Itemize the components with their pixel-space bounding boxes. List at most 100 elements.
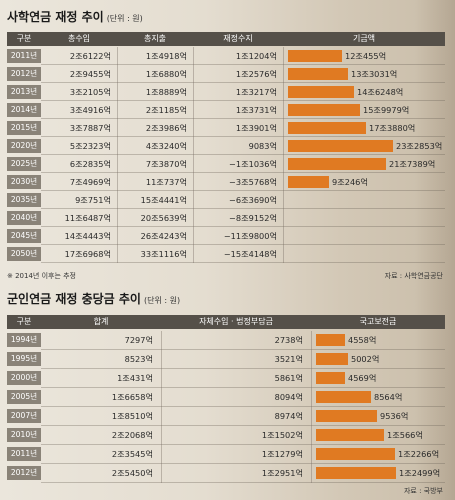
table-row: 2012년 2조5450억 1조2951억 1조2499억 (7, 464, 445, 483)
row-expense: 1조6880억 (145, 69, 187, 79)
subsidy-label: 9536억 (380, 411, 409, 421)
table-row: 2005년 1조6658억 8094억 8564억 (7, 388, 445, 407)
column-divider (193, 47, 194, 263)
row-balance: −3조5768억 (229, 177, 277, 187)
table-row: 2007년 1조8510억 8974억 9536억 (7, 407, 445, 426)
row-income: 2조9455억 (69, 69, 111, 79)
row-divider (41, 226, 445, 227)
row-self-income: 1조1279억 (261, 449, 303, 459)
subsidy-bar (316, 334, 345, 346)
table-row: 2011년 2조6122억 1조4918억 1조1204억 12조455억 (7, 47, 445, 65)
row-divider (41, 349, 445, 350)
row-expense: 20조5639억 (140, 213, 187, 223)
subsidy-label: 1조2499억 (399, 468, 441, 478)
fund-bar (288, 158, 386, 170)
fund-label: 21조7389억 (389, 159, 436, 169)
row-divider (41, 64, 445, 65)
row-year: 2040년 (7, 211, 41, 225)
column-divider (311, 331, 312, 483)
subsidy-bar (316, 410, 377, 422)
row-total: 1조8510억 (111, 411, 153, 421)
row-year: 2020년 (7, 139, 41, 153)
row-year: 2013년 (7, 85, 41, 99)
military-unit: (단위 : 원) (143, 296, 181, 305)
fund-label: 13조3031억 (351, 69, 398, 79)
pension-note: ※ 2014년 이후는 추정 (7, 272, 76, 280)
row-divider (41, 100, 445, 101)
row-year: 2045년 (7, 229, 41, 243)
subsidy-label: 1조566억 (387, 430, 423, 440)
row-divider (41, 82, 445, 83)
row-divider (41, 136, 445, 137)
row-expense: 2조3986억 (145, 123, 187, 133)
row-total: 2조3545억 (111, 449, 153, 459)
fund-bar (288, 86, 354, 98)
fund-bar (288, 68, 348, 80)
fund-bar (288, 176, 329, 188)
row-year: 2035년 (7, 193, 41, 207)
row-divider (41, 387, 445, 388)
row-year: 2000년 (7, 371, 41, 385)
row-self-income: 8974억 (274, 411, 303, 421)
table-row: 2020년 5조2323억 4조3240억 9083억 23조2853억 (7, 137, 445, 155)
subsidy-bar (316, 391, 371, 403)
military-section: 군인연금 재정 충당금 추이 (단위 : 원) 구분 합계 자체수입 · 법정부담… (7, 290, 445, 500)
row-year: 2007년 (7, 409, 41, 423)
row-balance: −6조3690억 (229, 195, 277, 205)
table-row: 2012년 2조9455억 1조6880억 1조2576억 13조3031억 (7, 65, 445, 83)
row-income: 7조4969억 (69, 177, 111, 187)
header-balance: 재정수지 (223, 34, 253, 43)
row-balance: 9083억 (248, 141, 277, 151)
row-year: 2030년 (7, 175, 41, 189)
fund-bar (288, 104, 360, 116)
fund-bar (288, 140, 393, 152)
military-title: 군인연금 재정 충당금 추이 (단위 : 원) (7, 290, 180, 307)
row-total: 2조5450억 (111, 468, 153, 478)
table-row: 2045년 14조4443억 26조4243억 −11조9800억 (7, 227, 445, 245)
row-income: 3조7887억 (69, 123, 111, 133)
row-self-income: 1조2951억 (261, 468, 303, 478)
row-balance: 1조1204억 (235, 51, 277, 61)
row-expense: 4조3240억 (145, 141, 187, 151)
table-row: 2014년 3조4916억 2조1185억 1조3731억 15조9979억 (7, 101, 445, 119)
row-expense: 15조4441억 (140, 195, 187, 205)
header-category: 구분 (16, 317, 32, 326)
row-year: 2011년 (7, 447, 41, 461)
row-expense: 33조1116억 (140, 249, 187, 259)
military-source: 자료 : 국방부 (403, 487, 443, 495)
row-year: 2012년 (7, 67, 41, 81)
row-self-income: 5861억 (274, 373, 303, 383)
row-expense: 11조737억 (145, 177, 187, 187)
fund-bar (288, 122, 366, 134)
row-year: 2025년 (7, 157, 41, 171)
row-divider (41, 262, 445, 263)
fund-label: 15조9979억 (363, 105, 410, 115)
table-row: 2040년 11조6487억 20조5639억 −8조9152억 (7, 209, 445, 227)
row-self-income: 8094억 (274, 392, 303, 402)
row-year: 2012년 (7, 466, 41, 480)
row-divider (41, 118, 445, 119)
table-row: 2013년 3조2105억 1조8889억 1조3217억 14조6248억 (7, 83, 445, 101)
column-divider (161, 331, 162, 483)
table-row: 2030년 7조4969억 11조737억 −3조5768억 9조246억 (7, 173, 445, 191)
row-balance: 1조3901억 (235, 123, 277, 133)
subsidy-label: 5002억 (351, 354, 380, 364)
row-self-income: 3521억 (274, 354, 303, 364)
row-total: 7297억 (124, 335, 153, 345)
table-row: 1995년 8523억 3521억 5002억 (7, 350, 445, 369)
background-shade (415, 0, 455, 500)
pension-title: 사학연금 재정 추이 (단위 : 원) (7, 8, 143, 25)
subsidy-bar (316, 467, 396, 479)
subsidy-bar (316, 372, 345, 384)
row-balance: 1조3217억 (235, 87, 277, 97)
row-total: 1조431억 (117, 373, 153, 383)
row-year: 1994년 (7, 333, 41, 347)
fund-label: 9조246억 (332, 177, 368, 187)
row-total: 1조6658억 (111, 392, 153, 402)
row-self-income: 2738억 (274, 335, 303, 345)
row-divider (41, 406, 445, 407)
row-divider (41, 444, 445, 445)
row-expense: 1조4918억 (145, 51, 187, 61)
row-divider (41, 244, 445, 245)
